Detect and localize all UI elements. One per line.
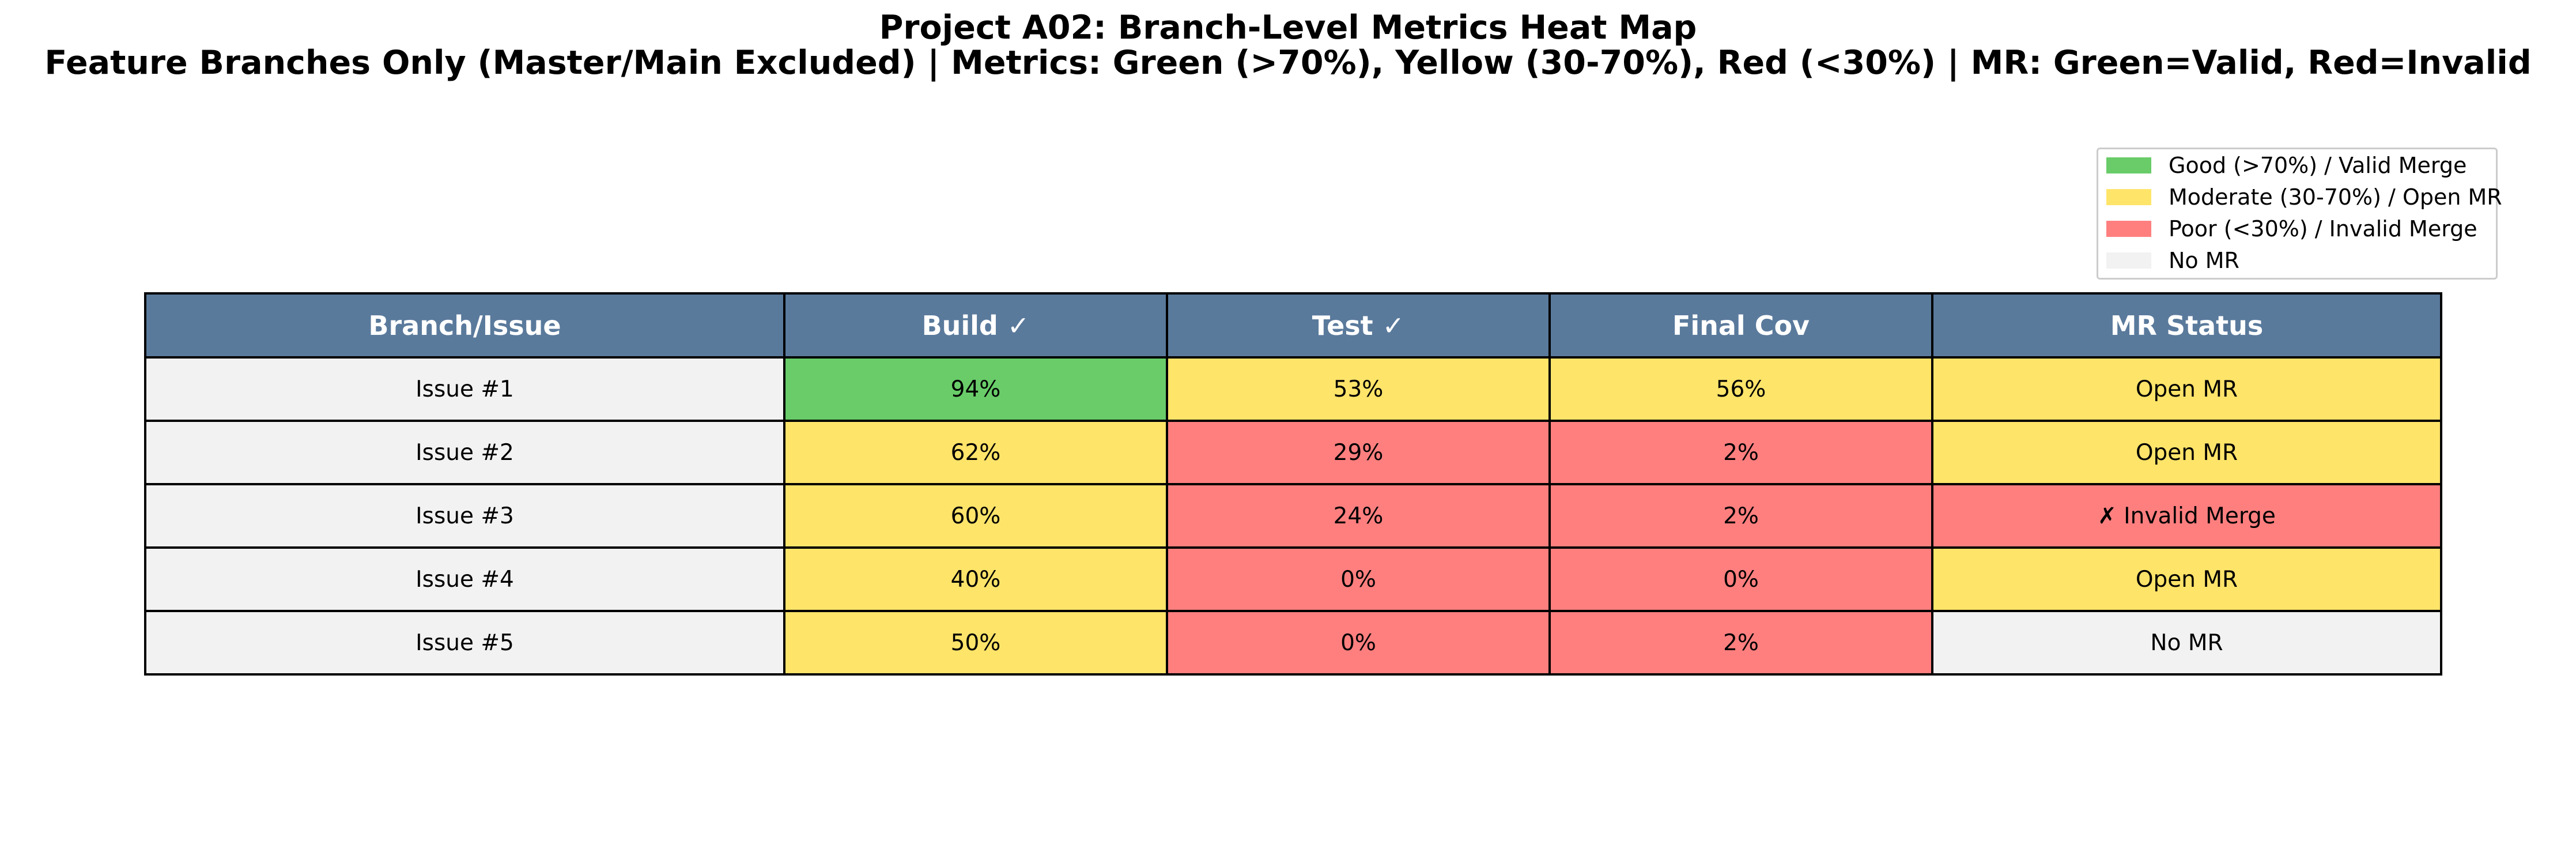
column-header: Test ✓ bbox=[1166, 292, 1551, 359]
legend-swatch bbox=[2106, 189, 2151, 205]
chart-title: Project A02: Branch-Level Metrics Heat M… bbox=[879, 9, 1697, 47]
build-cell: 50% bbox=[783, 610, 1168, 676]
table-row: Issue #4 40% 0% 0% Open MR bbox=[144, 546, 2442, 612]
table-row: Issue #3 60% 24% 2% ✗ Invalid Merge bbox=[144, 483, 2442, 549]
column-header: MR Status bbox=[1931, 292, 2442, 359]
legend-item: No MR bbox=[2106, 248, 2239, 273]
legend-swatch bbox=[2106, 157, 2151, 173]
branch-cell: Issue #1 bbox=[144, 356, 785, 422]
header-row: Branch/Issue Build ✓ Test ✓ Final Cov MR Sta… bbox=[144, 292, 2442, 359]
legend-label: Moderate (30-70%) / Open MR bbox=[2169, 184, 2502, 210]
mr-status-cell: ✗ Invalid Merge bbox=[1931, 483, 2442, 549]
test-cell: 24% bbox=[1166, 483, 1551, 549]
legend-item: Moderate (30-70%) / Open MR bbox=[2106, 184, 2502, 210]
test-cell: 0% bbox=[1166, 610, 1551, 676]
table-row: Issue #1 94% 53% 56% Open MR bbox=[144, 356, 2442, 422]
test-cell: 53% bbox=[1166, 356, 1551, 422]
legend-label: Poor (<30%) / Invalid Merge bbox=[2169, 216, 2477, 242]
column-header: Branch/Issue bbox=[144, 292, 785, 359]
final-cov-cell: 0% bbox=[1548, 546, 1933, 612]
branch-cell: Issue #2 bbox=[144, 420, 785, 485]
chart-titles: Project A02: Branch-Level Metrics Heat M… bbox=[0, 10, 2576, 81]
table-row: Issue #5 50% 0% 2% No MR bbox=[144, 610, 2442, 676]
mr-status-cell: Open MR bbox=[1931, 420, 2442, 485]
table-row: Issue #2 62% 29% 2% Open MR bbox=[144, 420, 2442, 485]
final-cov-cell: 2% bbox=[1548, 420, 1933, 485]
test-cell: 0% bbox=[1166, 546, 1551, 612]
branch-cell: Issue #4 bbox=[144, 546, 785, 612]
legend-label: No MR bbox=[2169, 248, 2239, 273]
legend-item: Poor (<30%) / Invalid Merge bbox=[2106, 216, 2477, 242]
final-cov-cell: 56% bbox=[1548, 356, 1933, 422]
branch-cell: Issue #3 bbox=[144, 483, 785, 549]
build-cell: 40% bbox=[783, 546, 1168, 612]
mr-status-cell: Open MR bbox=[1931, 546, 2442, 612]
heat-map-table: Branch/Issue Build ✓ Test ✓ Final Cov MR Sta… bbox=[144, 292, 2442, 676]
legend-label: Good (>70%) / Valid Merge bbox=[2169, 153, 2467, 178]
column-header: Build ✓ bbox=[783, 292, 1168, 359]
build-cell: 94% bbox=[783, 356, 1168, 422]
chart-subtitle: Feature Branches Only (Master/Main Exclu… bbox=[44, 44, 2532, 82]
column-header: Final Cov bbox=[1548, 292, 1933, 359]
branch-cell: Issue #5 bbox=[144, 610, 785, 676]
legend-item: Good (>70%) / Valid Merge bbox=[2106, 153, 2467, 178]
final-cov-cell: 2% bbox=[1548, 483, 1933, 549]
legend-swatch bbox=[2106, 221, 2151, 237]
mr-status-cell: No MR bbox=[1931, 610, 2442, 676]
mr-status-cell: Open MR bbox=[1931, 356, 2442, 422]
legend-swatch bbox=[2106, 252, 2151, 269]
legend: Good (>70%) / Valid Merge Moderate (30-70… bbox=[2097, 148, 2502, 280]
build-cell: 62% bbox=[783, 420, 1168, 485]
final-cov-cell: 2% bbox=[1548, 610, 1933, 676]
build-cell: 60% bbox=[783, 483, 1168, 549]
test-cell: 29% bbox=[1166, 420, 1551, 485]
